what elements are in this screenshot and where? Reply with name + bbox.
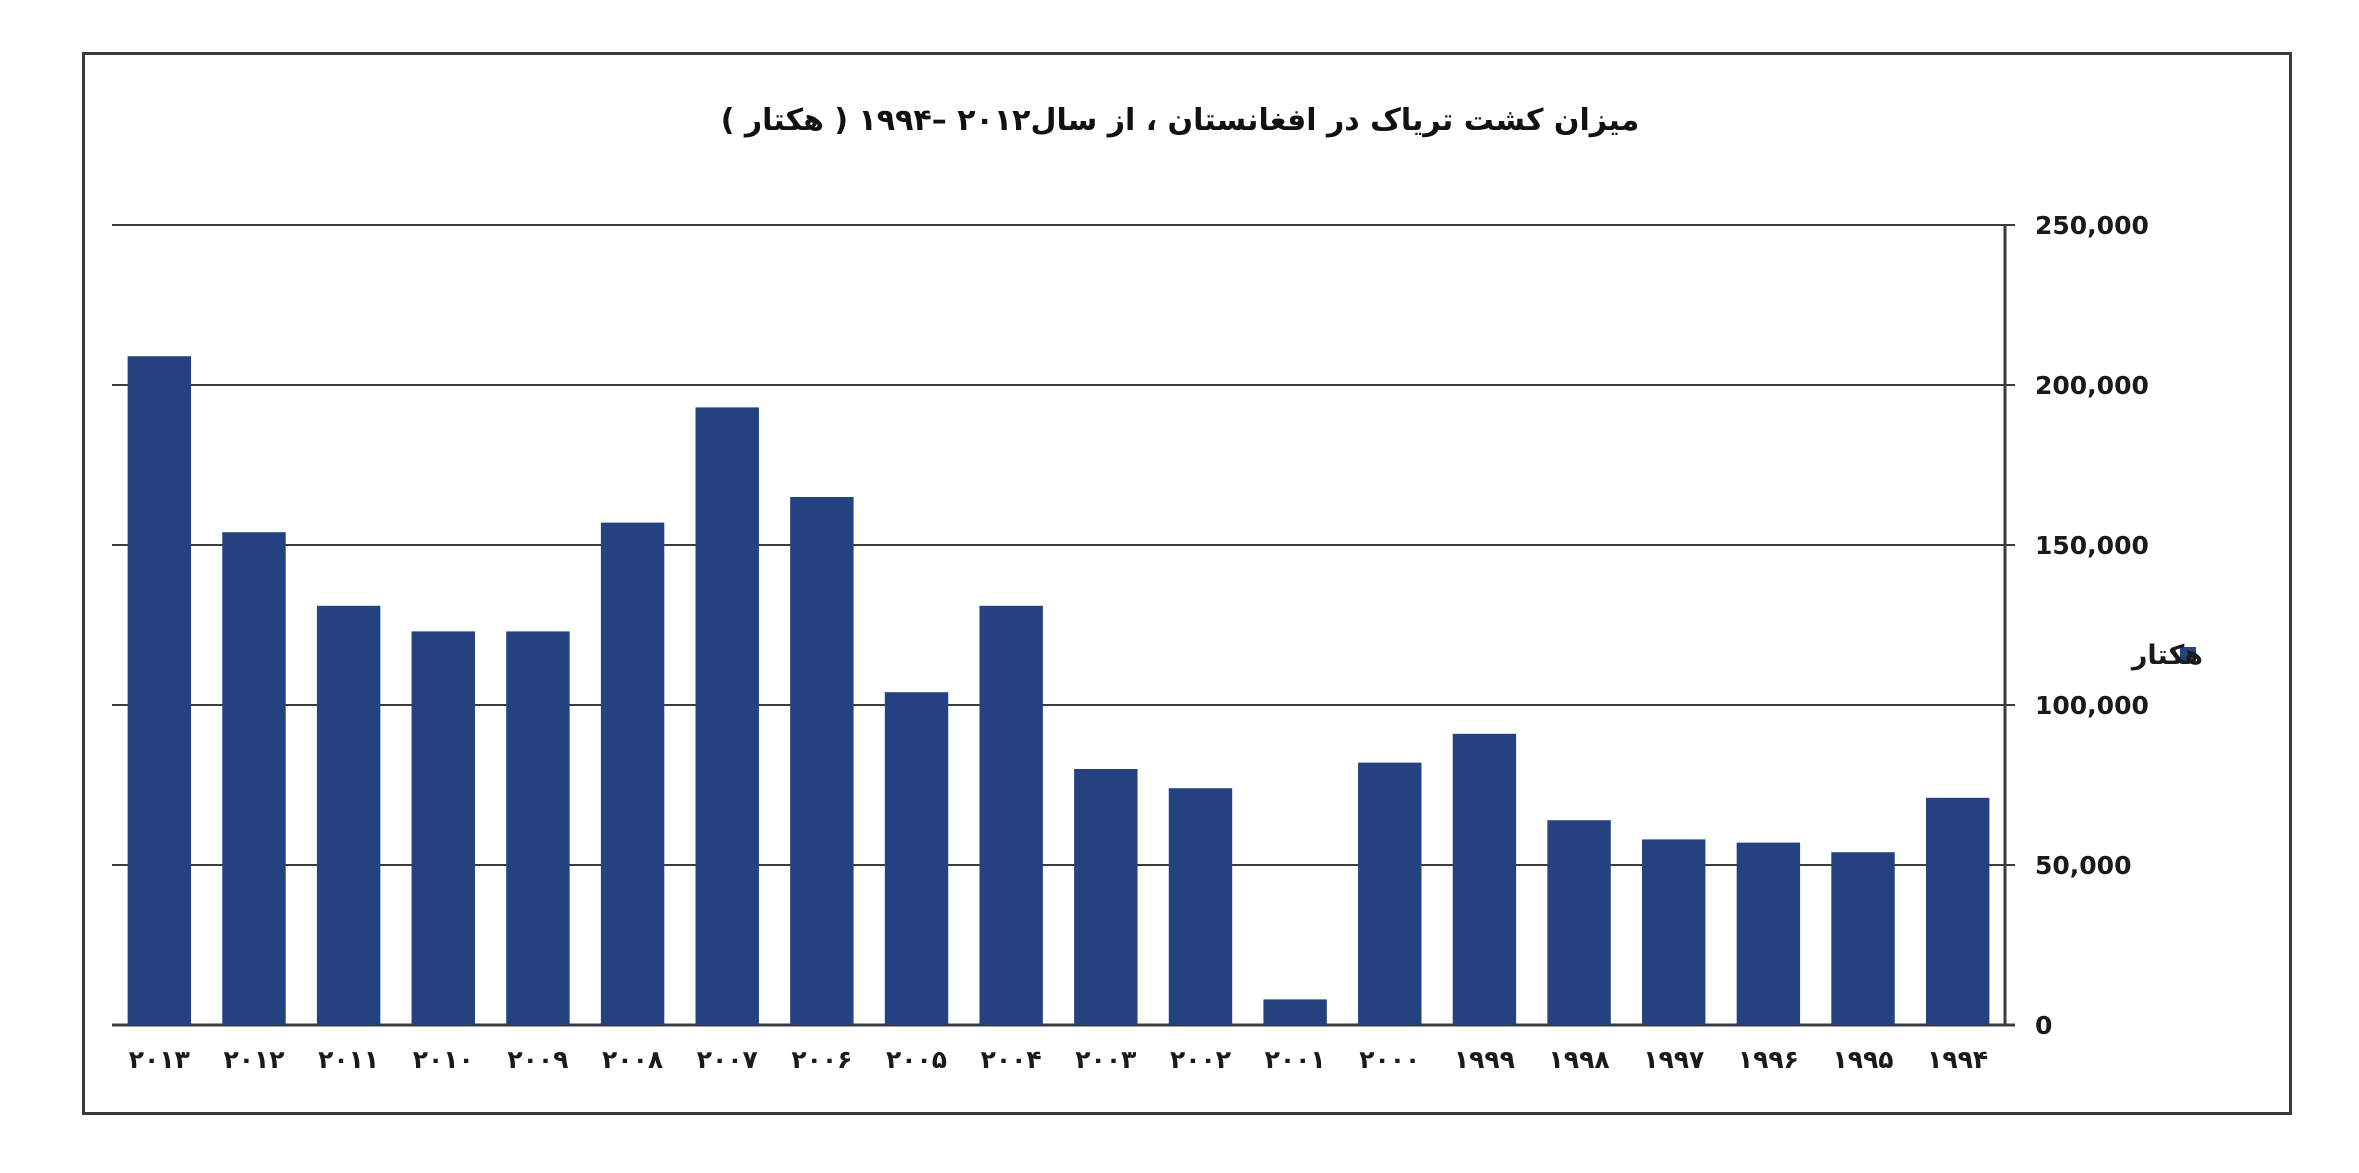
x-tick-label: ۲۰۰۹ bbox=[507, 1045, 568, 1074]
bar bbox=[1925, 797, 1990, 1025]
bar bbox=[979, 605, 1043, 1025]
x-tick-label: ۲۰۰۵ bbox=[886, 1045, 947, 1074]
x-tick-label: ۲۰۰۸ bbox=[602, 1045, 663, 1074]
x-tick-label: ۲۰۱۰ bbox=[413, 1045, 474, 1074]
legend-swatch bbox=[2180, 647, 2196, 663]
x-tick-label: ۲۰۱۲ bbox=[223, 1045, 284, 1074]
bar bbox=[1642, 839, 1706, 1025]
bar bbox=[1831, 852, 1895, 1025]
bar bbox=[695, 407, 759, 1025]
bar bbox=[1736, 842, 1801, 1025]
x-tick-label: ۲۰۰۲ bbox=[1170, 1045, 1231, 1074]
bar bbox=[1452, 733, 1517, 1025]
bar bbox=[506, 631, 570, 1025]
x-tick-label: ۱۹۹۵ bbox=[1833, 1045, 1894, 1074]
x-tick-label: ۱۹۹۹ bbox=[1454, 1045, 1515, 1074]
x-tick-label: ۲۰۰۱ bbox=[1265, 1045, 1326, 1074]
x-tick-label: ۲۰۰۰ bbox=[1359, 1045, 1420, 1074]
chart-title: میزان کشت تریاک در افغانستان ، از سال۲۰۱… bbox=[721, 103, 1640, 138]
bar bbox=[316, 605, 381, 1025]
gridlines bbox=[112, 224, 2015, 1027]
x-tick-label: ۲۰۱۳ bbox=[129, 1045, 190, 1074]
bar bbox=[1263, 999, 1327, 1025]
x-tick-label: ۲۰۰۷ bbox=[697, 1045, 758, 1074]
bars bbox=[127, 356, 1990, 1025]
x-tick-label: ۲۰۱۱ bbox=[318, 1045, 379, 1074]
bar bbox=[600, 522, 665, 1025]
bar bbox=[884, 692, 949, 1025]
y-tick-label: 150,000 bbox=[2035, 531, 2149, 560]
legend: هکتار bbox=[2130, 640, 2203, 671]
legend-label: هکتار bbox=[2130, 640, 2203, 671]
bar bbox=[1074, 769, 1138, 1025]
y-axis-ticks: 0 50,000 100,000 150,000 200,000 250,000 bbox=[2035, 211, 2149, 1040]
bar-chart: میزان کشت تریاک در افغانستان ، از سال۲۰۱… bbox=[112, 103, 2203, 1074]
y-tick-label: 100,000 bbox=[2035, 691, 2149, 720]
bar bbox=[790, 497, 854, 1025]
x-tick-label: ۱۹۹۶ bbox=[1738, 1045, 1799, 1074]
y-tick-label: 250,000 bbox=[2035, 211, 2149, 240]
x-tick-label: ۲۰۰۳ bbox=[1075, 1045, 1136, 1074]
y-tick-label: 0 bbox=[2035, 1011, 2052, 1040]
bar bbox=[127, 356, 192, 1025]
x-axis-ticks: ۲۰۱۳ ۲۰۱۲ ۲۰۱۱ ۲۰۱۰ ۲۰۰۹ ۲۰۰۸ ۲۰۰۷ ۲۰۰۶ ۲۰۰۵ ۲۰۰۴… bbox=[129, 1045, 1988, 1074]
x-tick-label: ۱۹۹۸ bbox=[1549, 1045, 1610, 1074]
bar bbox=[1547, 820, 1611, 1025]
bar bbox=[222, 532, 286, 1025]
bar bbox=[1168, 788, 1233, 1025]
bar bbox=[411, 631, 475, 1025]
chart-frame: میزان کشت تریاک در افغانستان ، از سال۲۰۱… bbox=[82, 52, 2292, 1115]
y-tick-label: 50,000 bbox=[2035, 851, 2131, 880]
x-tick-label: ۲۰۰۶ bbox=[791, 1045, 852, 1074]
x-tick-label: ۱۹۹۴ bbox=[1927, 1045, 1988, 1074]
y-tick-label: 200,000 bbox=[2035, 371, 2149, 400]
x-tick-label: ۱۹۹۷ bbox=[1643, 1045, 1704, 1074]
bar bbox=[1358, 762, 1422, 1025]
x-tick-label: ۲۰۰۴ bbox=[981, 1045, 1042, 1074]
